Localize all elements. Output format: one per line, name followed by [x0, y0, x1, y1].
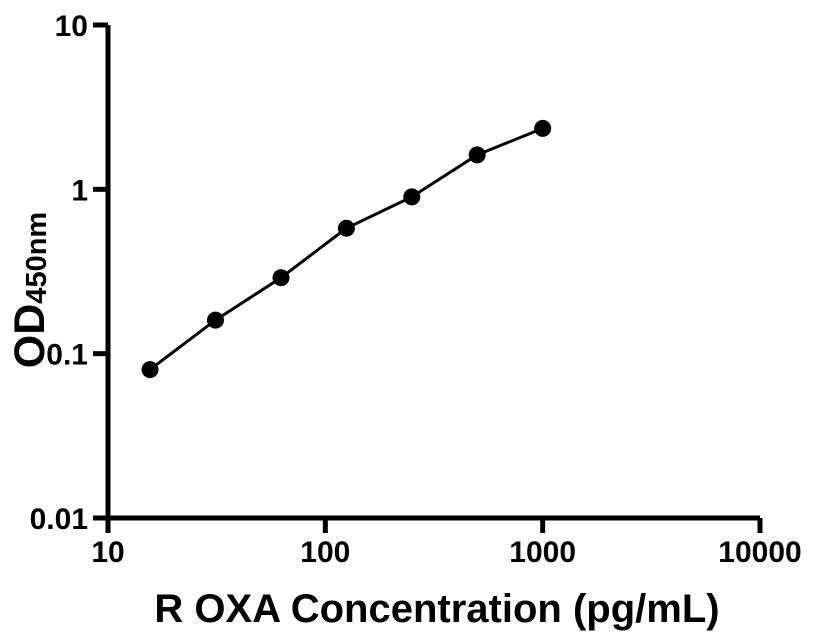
plot-area: 0.01 0.1 1 10 10 100 1000 10000: [30, 10, 802, 569]
data-point: [207, 311, 224, 329]
curve-line: [148, 126, 545, 372]
y-axis-title: OD450nm: [6, 212, 54, 368]
y-axis-title-main: OD: [6, 304, 54, 369]
y-tick-label: 0.1: [46, 339, 88, 372]
data-point: [403, 188, 421, 206]
x-tick-label: 100: [300, 536, 350, 569]
x-tick-label: 10: [91, 536, 124, 569]
y-tick-label: 0.01: [30, 503, 88, 536]
data-point: [272, 269, 290, 287]
x-tick-label: 1000: [509, 536, 576, 569]
data-point: [534, 119, 552, 137]
y-tick-label: 1: [71, 174, 88, 207]
x-axis-title: R OXA Concentration (pg/mL): [154, 587, 719, 631]
x-tick-label: 10000: [718, 536, 801, 569]
data-point: [468, 146, 486, 164]
y-axis-title-sub: 450nm: [21, 212, 53, 304]
y-tick-label: 10: [55, 10, 88, 43]
data-point: [337, 219, 355, 237]
data-point: [141, 361, 159, 379]
axes-spines: [105, 25, 760, 521]
